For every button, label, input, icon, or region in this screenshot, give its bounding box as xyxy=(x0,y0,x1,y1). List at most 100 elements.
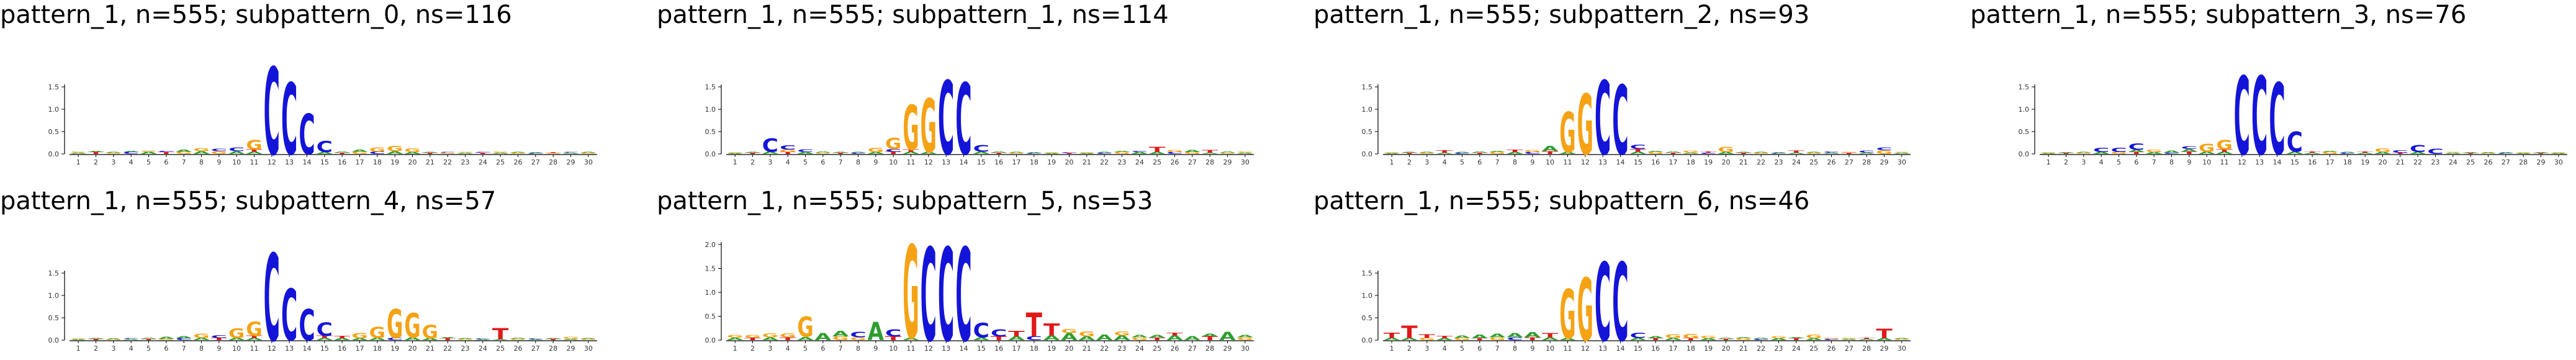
logo-letter-G: G xyxy=(2076,152,2092,154)
logo-letter-A: A xyxy=(832,329,849,338)
logo-chart: 0.00.51.01.51 2 3 4 5 6 7 8 9 10 11 12 13 14 15 16 17 18 1… xyxy=(48,43,597,182)
logo-letter-A: A xyxy=(580,151,597,153)
logo-letter-T: T xyxy=(1542,332,1559,340)
logo-letter-A: A xyxy=(387,150,403,155)
x-tick-label: 2 xyxy=(94,344,98,353)
x-tick-label: 10 xyxy=(232,158,241,166)
logo-letter-A: A xyxy=(1736,336,1752,338)
x-tick-label: 7 xyxy=(839,344,843,353)
logo-letter-G: G xyxy=(1577,77,1593,173)
x-tick-label: 13 xyxy=(2255,158,2264,166)
logo-letter-T: T xyxy=(885,335,901,341)
logo-letter-A: A xyxy=(2533,152,2549,153)
x-tick-label: 23 xyxy=(1775,344,1783,353)
logo-letter-A: A xyxy=(246,151,263,155)
x-tick-label: 19 xyxy=(1047,158,1056,166)
logo-letter-A: A xyxy=(2357,152,2374,154)
y-tick-label: 1.0 xyxy=(2019,106,2030,114)
logo-letter-A: A xyxy=(921,151,937,155)
logo-letter-G: G xyxy=(780,332,796,338)
x-tick-label: 19 xyxy=(1704,344,1713,353)
x-tick-label: 24 xyxy=(1792,158,1801,166)
logo-letter-G: G xyxy=(832,335,849,341)
x-tick-label: 30 xyxy=(584,344,593,353)
x-tick-label: 10 xyxy=(1546,158,1554,166)
x-tick-label: 25 xyxy=(1153,158,1161,166)
panel-title: pattern_1, n=555; subpattern_2, ns=93 xyxy=(1313,1,1810,29)
logo-letter-G: G xyxy=(404,307,420,346)
y-tick-label: 0.5 xyxy=(705,128,716,136)
x-tick-label: 28 xyxy=(1862,344,1871,353)
x-tick-label: 22 xyxy=(443,344,452,353)
logo-letter-C: C xyxy=(211,335,227,339)
x-tick-label: 20 xyxy=(1722,158,1731,166)
logo-letter-G: G xyxy=(1419,338,1435,341)
x-tick-label: 15 xyxy=(977,158,986,166)
logo-letter-C: C xyxy=(2110,146,2127,153)
x-tick-label: 8 xyxy=(1513,158,1517,166)
logo-letter-A: A xyxy=(1061,331,1078,343)
x-tick-label: 6 xyxy=(1477,344,1482,353)
x-tick-label: 27 xyxy=(531,344,540,353)
logo-letter-C: C xyxy=(885,148,901,153)
x-tick-label: 28 xyxy=(549,158,557,166)
logo-letter-A: A xyxy=(1841,338,1858,340)
logo-panel-subpattern-5: pattern_1, n=555; subpattern_5, ns=53 0.… xyxy=(657,186,1302,360)
logo-letter-A: A xyxy=(1823,152,1840,154)
x-tick-label: 13 xyxy=(285,344,294,353)
logo-letter-A: A xyxy=(815,151,832,153)
x-tick-label: 17 xyxy=(1669,344,1678,353)
logo-letter-A: A xyxy=(727,153,744,154)
logo-letter-G: G xyxy=(762,332,778,338)
logo-letter-G: G xyxy=(1683,150,1699,153)
x-tick-label: 22 xyxy=(1757,158,1765,166)
logo-letter-G: G xyxy=(1753,152,1769,154)
x-tick-label: 7 xyxy=(839,158,843,166)
x-tick-label: 28 xyxy=(1205,344,1214,353)
logo-letter-G: G xyxy=(1489,152,1505,155)
logo-letter-C: C xyxy=(158,150,174,152)
x-tick-label: 7 xyxy=(2152,158,2156,166)
x-tick-label: 15 xyxy=(320,344,329,353)
logo-letter-C: C xyxy=(1026,153,1042,154)
logo-letter-A: A xyxy=(1472,151,1488,153)
logo-letter-T: T xyxy=(2357,151,2374,153)
x-tick-label: 29 xyxy=(1880,158,1889,166)
x-tick-label: 29 xyxy=(567,158,575,166)
logo-letter-G: G xyxy=(1894,151,1910,153)
logo-letter-A: A xyxy=(140,337,157,339)
logo-letter-A: A xyxy=(176,150,192,153)
logo-letter-C: C xyxy=(2251,55,2268,180)
logo-letter-G: G xyxy=(70,338,86,340)
logo-letter-C: C xyxy=(2234,55,2250,180)
logo-letter-C: C xyxy=(264,43,280,182)
logo-letter-G: G xyxy=(580,338,597,340)
y-tick-label: 1.0 xyxy=(705,106,716,114)
x-tick-label: 21 xyxy=(1739,344,1748,353)
logo-letter-A: A xyxy=(1858,152,1875,154)
x-tick-label: 11 xyxy=(250,158,259,166)
logo-letter-G: G xyxy=(562,336,579,339)
x-tick-label: 3 xyxy=(1425,158,1429,166)
x-tick-label: 5 xyxy=(803,158,808,166)
x-tick-label: 23 xyxy=(1775,158,1783,166)
logo-letter-G: G xyxy=(1419,152,1435,154)
logo-letter-A: A xyxy=(510,337,526,339)
x-tick-label: 30 xyxy=(1241,344,1250,353)
logo-letter-A: A xyxy=(903,337,919,341)
logo-chart: 0.00.51.01.52.01 2 3 4 5 6 7 8 9 10 11 12 13 14 15 16 17… xyxy=(705,219,1254,360)
logo-letter-A: A xyxy=(123,338,140,340)
logo-letter-A: A xyxy=(1718,337,1734,339)
x-tick-label: 20 xyxy=(2379,158,2387,166)
logo-letter-A: A xyxy=(492,339,509,340)
x-tick-label: 26 xyxy=(514,344,523,353)
logo-letter-T: T xyxy=(1401,322,1417,342)
logo-letter-A: A xyxy=(973,151,990,155)
logo-letter-A: A xyxy=(1770,338,1787,341)
logo-letter-G: G xyxy=(580,152,597,154)
logo-letter-C: C xyxy=(762,135,778,156)
logo-letter-A: A xyxy=(1237,152,1254,154)
logo-letter-C: C xyxy=(1166,151,1182,155)
logo-letter-A: A xyxy=(1096,151,1113,153)
